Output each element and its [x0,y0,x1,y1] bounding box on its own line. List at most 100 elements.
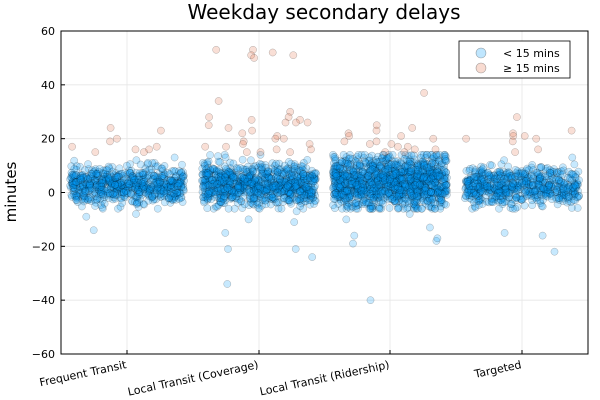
point-under-15 [239,178,248,186]
point-under-15 [123,182,132,190]
point-under-15 [159,187,168,196]
point-under-15 [308,253,317,261]
point-under-15 [128,172,137,181]
point-under-15 [149,180,158,189]
legend-marker-under-15 [475,47,487,59]
point-under-15 [139,176,148,185]
point-under-15 [70,172,79,181]
point-under-15 [138,179,146,188]
point-under-15 [148,175,157,184]
point-under-15 [171,167,180,176]
point-under-15 [238,155,247,164]
point-under-15 [215,168,223,176]
point-under-15 [224,245,232,253]
point-under-15 [301,182,310,190]
point-under-15 [174,181,183,190]
point-under-15 [157,189,165,198]
point-under-15 [151,162,160,171]
point-under-15 [72,178,80,187]
point-under-15 [101,169,109,178]
point-under-15 [75,188,84,197]
point-under-15 [141,183,150,192]
point-under-15 [126,169,135,177]
point-under-15 [135,172,144,180]
point-under-15 [96,181,105,190]
point-under-15 [126,189,135,198]
point-under-15 [226,164,235,172]
point-under-15 [286,190,295,198]
point-over-15 [201,142,210,151]
point-under-15 [100,186,108,195]
point-under-15 [141,164,150,173]
point-under-15 [360,150,369,159]
point-under-15 [167,177,176,186]
point-under-15 [135,190,143,198]
point-over-15 [532,134,541,143]
point-under-15 [132,180,140,189]
point-under-15 [84,175,93,183]
point-under-15 [85,180,94,189]
point-under-15 [81,186,89,195]
point-under-15 [547,191,556,200]
point-under-15 [138,191,147,199]
point-under-15 [283,191,292,199]
point-under-15 [119,182,128,190]
point-under-15 [268,183,277,192]
point-under-15 [100,199,109,208]
point-under-15 [79,191,88,200]
point-under-15 [152,172,161,181]
point-under-15 [132,210,140,218]
point-under-15 [203,194,212,203]
point-under-15 [283,195,291,204]
point-under-15 [175,185,183,194]
point-under-15 [95,181,104,190]
point-under-15 [167,183,176,192]
point-under-15 [117,180,126,189]
point-over-15 [408,124,417,132]
point-under-15 [69,187,78,196]
point-under-15 [79,181,87,190]
point-under-15 [141,188,149,197]
point-under-15 [96,195,104,204]
point-under-15 [76,190,84,198]
point-under-15 [104,173,112,182]
point-under-15 [143,160,152,169]
point-under-15 [148,159,157,167]
point-under-15 [137,181,146,190]
point-under-15 [116,188,125,197]
point-under-15 [136,195,144,203]
point-under-15 [164,194,173,203]
point-under-15 [127,174,135,183]
point-over-15 [131,145,140,154]
point-under-15 [226,178,235,186]
point-under-15 [76,177,84,186]
point-under-15 [227,187,236,195]
point-under-15 [155,190,164,199]
point-under-15 [99,179,108,188]
point-under-15 [272,176,281,185]
point-under-15 [175,180,184,188]
point-under-15 [179,172,187,181]
point-under-15 [170,176,179,185]
point-under-15 [167,181,175,189]
point-under-15 [118,199,127,207]
point-under-15 [76,162,84,171]
point-under-15 [292,196,301,205]
point-under-15 [300,191,308,200]
point-under-15 [78,202,86,211]
point-over-15 [113,134,121,143]
point-under-15 [358,179,366,188]
point-under-15 [266,200,275,209]
point-under-15 [115,183,123,191]
point-under-15 [568,153,577,162]
point-under-15 [168,178,177,187]
point-under-15 [268,181,277,190]
point-under-15 [230,204,239,213]
point-under-15 [135,172,144,181]
point-under-15 [152,195,160,204]
point-under-15 [131,175,139,184]
point-under-15 [87,197,96,205]
point-under-15 [172,172,180,180]
point-over-15 [286,148,294,156]
point-under-15 [170,176,179,185]
